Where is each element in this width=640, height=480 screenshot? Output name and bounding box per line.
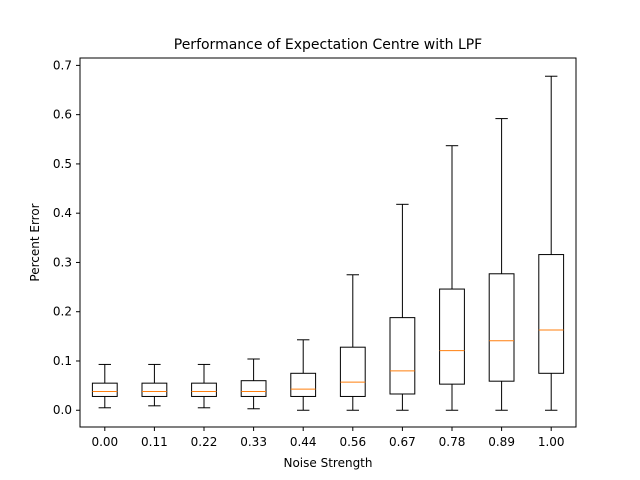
y-tick-label: 0.1 bbox=[53, 354, 72, 368]
x-tick-label: 0.33 bbox=[240, 435, 267, 449]
box-iqr bbox=[488, 273, 515, 382]
plot-frame bbox=[79, 57, 577, 428]
x-axis-label: Noise Strength bbox=[283, 456, 372, 470]
box-group bbox=[191, 363, 217, 409]
box-group bbox=[141, 363, 168, 407]
y-tick-label: 0.4 bbox=[53, 206, 72, 220]
box-group bbox=[488, 118, 515, 411]
boxes-layer bbox=[91, 75, 565, 411]
box-iqr bbox=[538, 254, 565, 374]
box-group bbox=[538, 75, 565, 411]
x-tick-label: 0.78 bbox=[439, 435, 466, 449]
y-axis: 0.0 0.1 0.2 0.3 0.4 0.5 0.6 0.7 bbox=[53, 58, 80, 417]
y-tick-label: 0.7 bbox=[53, 58, 72, 72]
box-group bbox=[240, 358, 267, 410]
box-iqr bbox=[290, 372, 317, 397]
box-iqr bbox=[339, 346, 366, 397]
x-tick-label: 1.00 bbox=[538, 435, 565, 449]
y-tick-label: 0.2 bbox=[53, 305, 72, 319]
x-tick-label: 0.44 bbox=[290, 435, 317, 449]
y-tick-label: 0.5 bbox=[53, 157, 72, 171]
y-tick-label: 0.0 bbox=[53, 403, 72, 417]
box-group bbox=[439, 145, 465, 411]
x-tick-label: 0.00 bbox=[91, 435, 118, 449]
y-tick-label: 0.3 bbox=[53, 255, 72, 269]
x-tick-label: 0.89 bbox=[488, 435, 515, 449]
box-iqr bbox=[91, 382, 118, 397]
box-iqr bbox=[240, 380, 267, 397]
box-group bbox=[91, 363, 118, 409]
x-axis: 0.00 0.11 0.22 0.33 0.44 0.56 0.67 0.78 0.89 1.00 bbox=[91, 427, 565, 449]
box-iqr bbox=[141, 382, 168, 397]
box-group bbox=[339, 274, 366, 411]
x-tick-label: 0.67 bbox=[389, 435, 416, 449]
chart-title: Performance of Expectation Centre with L… bbox=[174, 37, 483, 53]
box-group bbox=[389, 203, 416, 411]
box-iqr bbox=[191, 382, 217, 397]
x-tick-label: 0.22 bbox=[191, 435, 218, 449]
x-tick-label: 0.56 bbox=[339, 435, 366, 449]
y-axis-label: Percent Error bbox=[28, 203, 42, 281]
y-tick-label: 0.6 bbox=[53, 108, 72, 122]
box-group bbox=[290, 339, 317, 411]
x-tick-label: 0.11 bbox=[141, 435, 168, 449]
box-iqr bbox=[439, 288, 465, 385]
box-iqr bbox=[389, 317, 416, 395]
